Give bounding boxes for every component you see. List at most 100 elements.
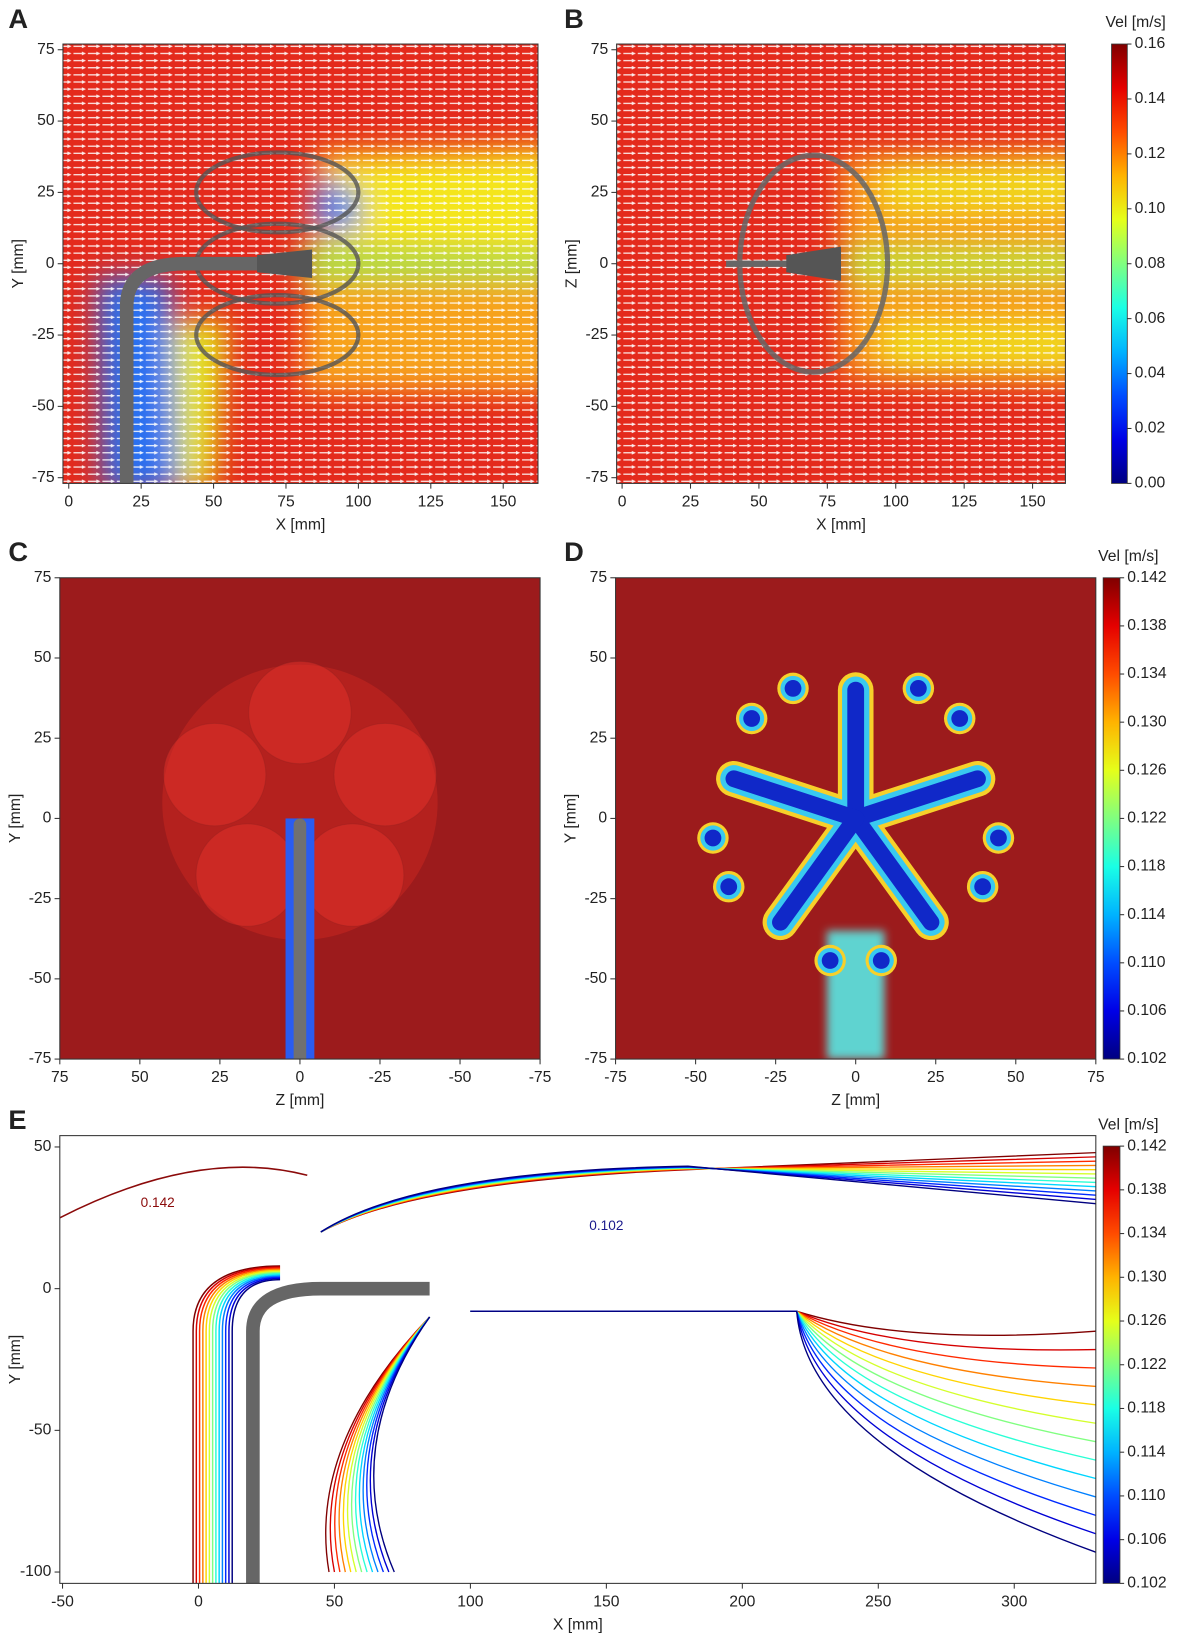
colorbar-label: Vel [m/s] <box>1098 1116 1158 1133</box>
x-tick-label: 50 <box>1007 1069 1025 1086</box>
y-tick-label: 50 <box>37 112 55 129</box>
contour <box>470 1310 1096 1443</box>
y-axis-label: Y [mm] <box>10 239 27 288</box>
x-tick-label: 75 <box>819 493 837 510</box>
contour-label: 0.142 <box>141 1195 175 1210</box>
colorbar-tick-label: 0.10 <box>1135 200 1166 217</box>
x-tick-label: -50 <box>449 1069 472 1086</box>
x-tick-label: -25 <box>369 1069 392 1086</box>
x-tick-label: 125 <box>951 493 977 510</box>
x-tick-label: 50 <box>131 1069 149 1086</box>
y-tick-label: 75 <box>37 41 55 58</box>
plot-frame <box>59 1135 1097 1584</box>
colorbar <box>1102 577 1121 1060</box>
x-tick-label: 25 <box>682 493 700 510</box>
y-tick-label: 0 <box>43 1280 52 1297</box>
panel-label: E <box>8 1104 26 1135</box>
lobe <box>162 722 267 827</box>
lobe <box>720 878 738 896</box>
colorbar-tick-label: 0.12 <box>1135 145 1166 162</box>
contour <box>59 1166 308 1219</box>
contour <box>470 1310 1096 1406</box>
y-tick-label: 0 <box>598 810 607 827</box>
y-tick-label: -50 <box>29 970 52 987</box>
contour <box>470 1310 1096 1461</box>
contour <box>208 1270 281 1584</box>
arm <box>725 770 865 827</box>
arm <box>847 810 940 931</box>
y-tick-label: 50 <box>34 649 52 666</box>
y-tick-label: -100 <box>20 1563 52 1580</box>
colorbar-tick-label: 0.02 <box>1135 420 1166 437</box>
x-tick-label: 250 <box>865 1593 891 1610</box>
x-axis-label: X [mm] <box>276 517 326 534</box>
rod <box>246 1281 430 1584</box>
colorbar-tick-label: 0.130 <box>1127 1268 1167 1285</box>
x-tick-label: 25 <box>927 1069 945 1086</box>
plot-area <box>59 577 541 1060</box>
x-axis-label: X [mm] <box>553 1616 603 1633</box>
contour <box>470 1310 1096 1498</box>
contour <box>231 1278 281 1584</box>
colorbar-tick-label: 0.138 <box>1127 1181 1167 1198</box>
contour <box>192 1265 281 1584</box>
x-tick-label: -75 <box>529 1069 552 1086</box>
panel-label: D <box>564 536 584 567</box>
colorbar-tick-label: 0.126 <box>1127 761 1167 778</box>
lobe <box>704 829 722 847</box>
y-tick-label: -75 <box>32 469 55 486</box>
x-tick-label: -50 <box>51 1593 74 1610</box>
y-tick-label: 50 <box>590 649 608 666</box>
y-tick-label: 50 <box>34 1138 52 1155</box>
x-tick-label: -75 <box>604 1069 627 1086</box>
y-axis-label: Y [mm] <box>563 794 580 844</box>
x-tick-label: -50 <box>684 1069 707 1086</box>
contour <box>195 1266 281 1584</box>
lobe <box>821 952 839 969</box>
lobe <box>784 680 802 697</box>
contour <box>218 1274 281 1584</box>
x-tick-label: 75 <box>277 493 295 510</box>
x-tick-label: 25 <box>132 493 150 510</box>
contour <box>470 1310 1096 1480</box>
lobe <box>951 710 969 727</box>
colorbar-tick-label: 0.08 <box>1135 255 1166 272</box>
lobe <box>909 680 927 697</box>
colorbar-tick-label: 0.142 <box>1127 1137 1166 1154</box>
lobe <box>872 952 890 969</box>
x-tick-label: 50 <box>750 493 768 510</box>
y-tick-label: 25 <box>34 729 52 746</box>
x-tick-label: 150 <box>490 493 516 510</box>
colorbar-tick-label: 0.142 <box>1127 569 1166 586</box>
y-tick-label: 0 <box>43 810 52 827</box>
panel-label: B <box>564 3 584 34</box>
y-tick-label: -50 <box>586 398 609 415</box>
colorbar-tick-label: 0.00 <box>1135 475 1166 492</box>
x-tick-label: 75 <box>1087 1069 1105 1086</box>
y-tick-label: 75 <box>34 569 52 586</box>
y-tick-label: 25 <box>590 729 608 746</box>
x-axis-label: X [mm] <box>816 517 866 534</box>
colorbar <box>1111 43 1128 484</box>
contour-label: 0.102 <box>589 1218 623 1233</box>
x-tick-label: 300 <box>1001 1593 1027 1610</box>
panel-label: C <box>8 536 28 567</box>
x-tick-label: 75 <box>51 1069 69 1086</box>
colorbar-tick-label: 0.134 <box>1127 1225 1167 1242</box>
x-tick-label: 0 <box>296 1069 305 1086</box>
x-tick-label: 50 <box>326 1593 344 1610</box>
x-tick-label: 0 <box>851 1069 860 1086</box>
x-tick-label: 50 <box>205 493 223 510</box>
arm <box>847 770 986 827</box>
lobe <box>300 823 405 927</box>
contour <box>320 1165 1096 1233</box>
y-tick-label: -25 <box>32 326 55 343</box>
ring <box>194 150 361 235</box>
x-axis-label: Z [mm] <box>831 1092 880 1109</box>
contour <box>470 1310 1096 1535</box>
colorbar-tick-label: 0.06 <box>1135 310 1166 327</box>
y-tick-label: 75 <box>590 569 608 586</box>
lobe <box>248 660 352 765</box>
lobe <box>195 823 300 927</box>
